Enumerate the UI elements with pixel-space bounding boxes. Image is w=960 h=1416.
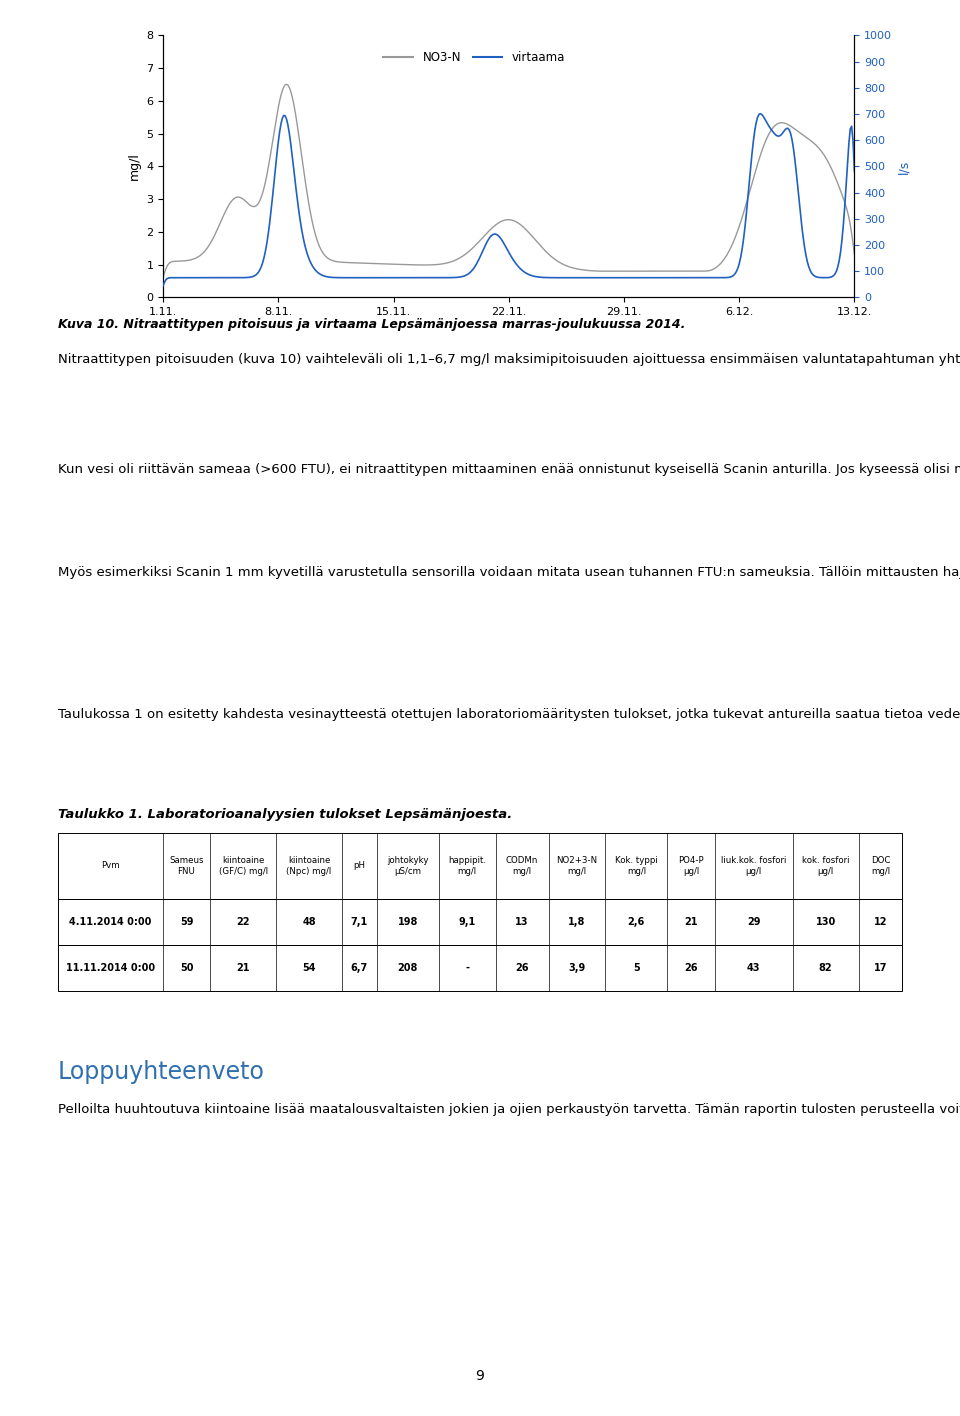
Text: CODMn
mg/l: CODMn mg/l — [506, 855, 539, 877]
Text: 198: 198 — [397, 918, 418, 927]
Text: 29: 29 — [747, 918, 760, 927]
Text: 26: 26 — [684, 963, 698, 973]
Text: 208: 208 — [397, 963, 418, 973]
Text: 21: 21 — [236, 963, 250, 973]
Text: 13: 13 — [516, 918, 529, 927]
Text: Nitraattitypen pitoisuuden (kuva 10) vaihteleväli oli 1,1–6,7 mg/l maksimipitois: Nitraattitypen pitoisuuden (kuva 10) vai… — [58, 353, 960, 365]
Text: 11.11.2014 0:00: 11.11.2014 0:00 — [65, 963, 155, 973]
Text: Kuva 10. Nitraattitypen pitoisuus ja virtaama Lepsämänjoessa marras-joulukuussa : Kuva 10. Nitraattitypen pitoisuus ja vir… — [58, 317, 685, 331]
Text: pH: pH — [353, 861, 366, 871]
Text: 17: 17 — [874, 963, 887, 973]
Text: johtokyky
μS/cm: johtokyky μS/cm — [387, 855, 428, 877]
Text: kok. fosfori
μg/l: kok. fosfori μg/l — [802, 855, 850, 877]
Text: 12: 12 — [874, 918, 887, 927]
Text: 1,8: 1,8 — [568, 918, 586, 927]
Text: Loppuyhteenveto: Loppuyhteenveto — [58, 1061, 264, 1083]
Text: 130: 130 — [815, 918, 836, 927]
Text: Taulukko 1. Laboratorioanalyysien tulokset Lepsämänjoesta.: Taulukko 1. Laboratorioanalyysien tuloks… — [58, 807, 512, 821]
Text: NO2+3-N
mg/l: NO2+3-N mg/l — [557, 855, 597, 877]
Text: 21: 21 — [684, 918, 698, 927]
Text: liuk.kok. fosfori
μg/l: liuk.kok. fosfori μg/l — [721, 855, 786, 877]
Text: 5: 5 — [633, 963, 639, 973]
Text: 9,1: 9,1 — [459, 918, 476, 927]
Text: Myös esimerkiksi Scanin 1 mm kyvetillä varustetulla sensorilla voidaan mitata us: Myös esimerkiksi Scanin 1 mm kyvetillä v… — [58, 566, 960, 579]
Text: 7,1: 7,1 — [350, 918, 368, 927]
Text: 43: 43 — [747, 963, 760, 973]
Text: 9: 9 — [475, 1369, 485, 1383]
Text: kiintoaine
(GF/C) mg/l: kiintoaine (GF/C) mg/l — [219, 855, 268, 877]
Text: 54: 54 — [302, 963, 316, 973]
Text: -: - — [466, 963, 469, 973]
Text: happipit.
mg/l: happipit. mg/l — [448, 855, 486, 877]
Text: kiintoaine
(Npc) mg/l: kiintoaine (Npc) mg/l — [286, 855, 331, 877]
Legend: NO3-N, virtaama: NO3-N, virtaama — [378, 47, 570, 69]
Text: Pvm: Pvm — [101, 861, 119, 871]
Text: Pelloilta huuhtoutuva kiintoaine lisää maatalousvaltaisten jokien ja ojien perka: Pelloilta huuhtoutuva kiintoaine lisää m… — [58, 1103, 960, 1116]
Text: 26: 26 — [516, 963, 529, 973]
Text: 2,6: 2,6 — [628, 918, 645, 927]
Text: DOC
mg/l: DOC mg/l — [871, 855, 890, 877]
Text: Taulukossa 1 on esitetty kahdesta vesinaytteestä otettujen laboratoriomäärityste: Taulukossa 1 on esitetty kahdesta vesina… — [58, 708, 960, 721]
Text: 50: 50 — [180, 963, 193, 973]
Text: Sameus
FNU: Sameus FNU — [169, 855, 204, 877]
Text: 48: 48 — [302, 918, 316, 927]
Text: 22: 22 — [236, 918, 250, 927]
Text: 4.11.2014 0:00: 4.11.2014 0:00 — [69, 918, 152, 927]
Text: PO4-P
μg/l: PO4-P μg/l — [679, 855, 704, 877]
Y-axis label: l/s: l/s — [898, 159, 911, 174]
Text: 59: 59 — [180, 918, 193, 927]
Text: Kun vesi oli riittävän sameaa (>600 FTU), ei nitraattitypen mittaaminen enää onn: Kun vesi oli riittävän sameaa (>600 FTU)… — [58, 463, 960, 476]
Text: 82: 82 — [819, 963, 832, 973]
Text: Kok. typpi
mg/l: Kok. typpi mg/l — [615, 855, 658, 877]
Y-axis label: mg/l: mg/l — [128, 153, 141, 180]
Text: 3,9: 3,9 — [568, 963, 586, 973]
Text: 6,7: 6,7 — [350, 963, 368, 973]
